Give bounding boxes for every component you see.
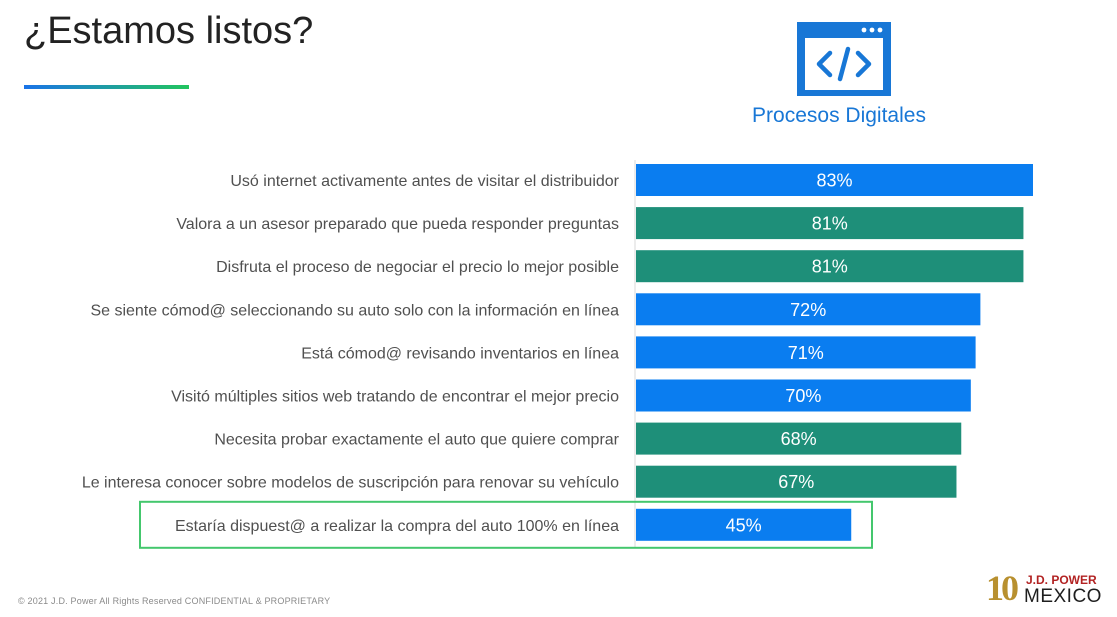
highlight-box	[139, 500, 873, 549]
bar-value-label: 83%	[816, 171, 852, 191]
bar-value-label: 45%	[726, 515, 762, 535]
category-label: Le interesa conocer sobre modelos de sus…	[82, 475, 619, 492]
jd-power-logo: 10 J.D. POWER MEXICO	[986, 568, 1102, 609]
copyright-footer: © 2021 J.D. Power All Rights Reserved CO…	[18, 596, 331, 606]
bar-value-label: 67%	[778, 472, 814, 492]
category-label: Necesita probar exactamente el auto que …	[214, 432, 619, 449]
bar-value-label: 81%	[812, 257, 848, 277]
bar	[636, 465, 957, 498]
category-label: Valora a un asesor preparado que pueda r…	[176, 216, 619, 233]
code-window-icon	[797, 22, 891, 96]
category-label: Usó internet activamente antes de visita…	[230, 173, 619, 190]
bar	[636, 164, 1033, 196]
bar	[636, 250, 1024, 283]
bar	[636, 293, 981, 326]
category-label: Está cómod@ revisando inventarios en lín…	[301, 345, 619, 362]
bar-value-label: 71%	[788, 343, 824, 363]
bar-value-label: 81%	[812, 214, 848, 234]
logo-number: 10	[986, 568, 1019, 608]
section-label: Procesos Digitales	[752, 104, 926, 127]
page-title: ¿Estamos listos?	[24, 10, 314, 52]
bar-value-label: 72%	[790, 300, 826, 320]
bar-chart: Usó internet activamente antes de visita…	[82, 160, 1033, 549]
bar	[636, 422, 962, 455]
category-label: Se siente cómod@ seleccionando su auto s…	[90, 302, 619, 319]
logo-country: MEXICO	[1024, 586, 1102, 607]
category-label: Visitó múltiples sitios web tratando de …	[171, 389, 619, 406]
category-label: Estaría dispuest@ a realizar la compra d…	[175, 518, 619, 535]
bar-value-label: 70%	[785, 386, 821, 406]
category-label: Disfruta el proceso de negociar el preci…	[216, 259, 619, 276]
title-underline	[24, 85, 189, 89]
bar-value-label: 68%	[781, 429, 817, 449]
bar	[636, 207, 1024, 240]
bar	[636, 379, 971, 412]
logo-brand: J.D. POWER	[1026, 573, 1097, 587]
bar	[636, 508, 852, 541]
bar	[636, 336, 976, 369]
